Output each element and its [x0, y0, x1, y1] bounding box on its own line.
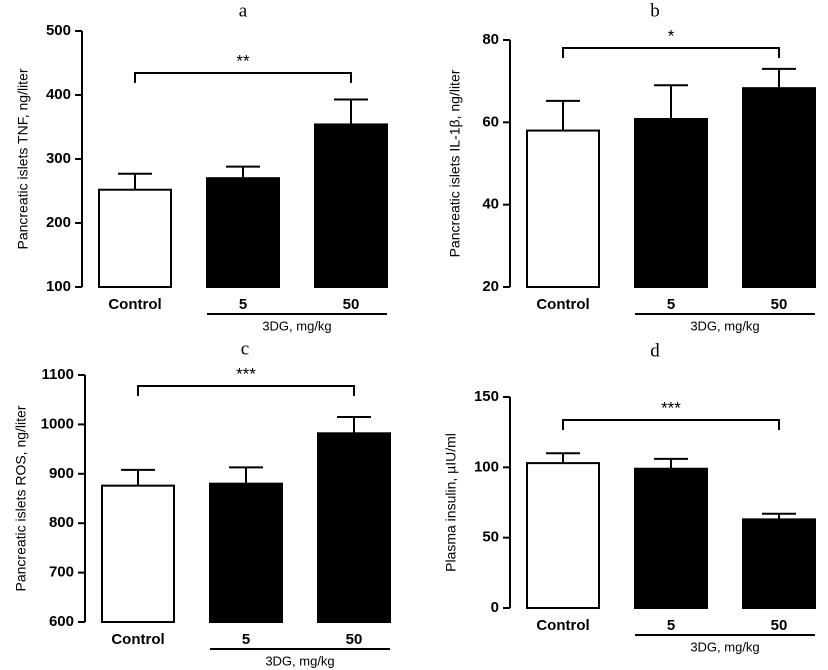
panel-title: b [650, 0, 660, 21]
significance-bracket [134, 72, 352, 83]
y-tick-label: 500 [46, 22, 71, 39]
panel-title: a [239, 0, 248, 21]
y-tick-label: 50 [482, 529, 499, 546]
y-tick-label: 900 [49, 465, 74, 482]
bar [742, 518, 816, 610]
y-axis-label: Pancreatic islets ROS, ng/liter [13, 405, 29, 591]
bar [206, 177, 280, 288]
y-axis-label: Plasma insulin, µIU/ml [443, 433, 459, 572]
x-axis-label: 3DG, mg/kg [262, 318, 331, 333]
bar [742, 87, 816, 289]
y-tick-label: 40 [482, 196, 499, 213]
x-tick-label: 50 [771, 617, 788, 634]
y-tick-label: 1000 [41, 415, 74, 432]
y-tick-label: 700 [49, 564, 74, 581]
y-tick-label: 20 [482, 278, 499, 295]
x-tick-label: 5 [239, 296, 247, 313]
bar [526, 129, 600, 288]
y-axis-label: Pancreatic islets IL-1β, ng/liter [447, 69, 463, 257]
bar [209, 482, 283, 623]
significance-label: *** [236, 364, 256, 383]
panel-title: d [650, 340, 660, 361]
x-tick-label: Control [536, 296, 589, 313]
significance-label: *** [661, 398, 681, 417]
y-tick-label: 600 [49, 613, 74, 630]
bar [314, 123, 388, 288]
x-tick-label: Control [111, 631, 164, 648]
bar [98, 188, 172, 288]
y-tick-label: 800 [49, 514, 74, 531]
x-axis-label: 3DG, mg/kg [265, 653, 334, 668]
y-tick-label: 100 [474, 458, 499, 475]
y-tick-label: 400 [46, 86, 71, 103]
significance-bracket [137, 385, 355, 396]
x-tick-label: 5 [667, 617, 675, 634]
bar [317, 432, 391, 623]
y-tick-label: 60 [482, 113, 499, 130]
significance-bracket [562, 47, 780, 58]
bar [526, 462, 600, 610]
y-tick-label: 300 [46, 150, 71, 167]
x-tick-label: 5 [667, 296, 675, 313]
y-tick-label: 150 [474, 388, 499, 405]
x-tick-label: 5 [242, 631, 250, 648]
y-tick-label: 200 [46, 214, 71, 231]
x-tick-label: 50 [346, 631, 363, 648]
x-axis-label: 3DG, mg/kg [690, 318, 759, 333]
significance-label: * [668, 26, 675, 45]
x-axis-label: 3DG, mg/kg [690, 639, 759, 654]
x-tick-label: 50 [771, 296, 788, 313]
y-tick-label: 0 [491, 599, 499, 616]
y-tick-label: 80 [482, 31, 499, 48]
bar [101, 484, 175, 623]
panel-title: c [241, 338, 249, 359]
significance-bracket [562, 419, 780, 430]
y-axis-label: Pancreatic islets TNF, ng/liter [15, 68, 31, 249]
x-tick-label: 50 [343, 296, 360, 313]
x-tick-label: Control [536, 617, 589, 634]
bar [634, 118, 708, 289]
y-tick-label: 100 [46, 278, 71, 295]
x-tick-label: Control [108, 296, 161, 313]
significance-label: ** [236, 51, 250, 70]
y-tick-label: 1100 [41, 366, 74, 383]
bar [634, 467, 708, 609]
